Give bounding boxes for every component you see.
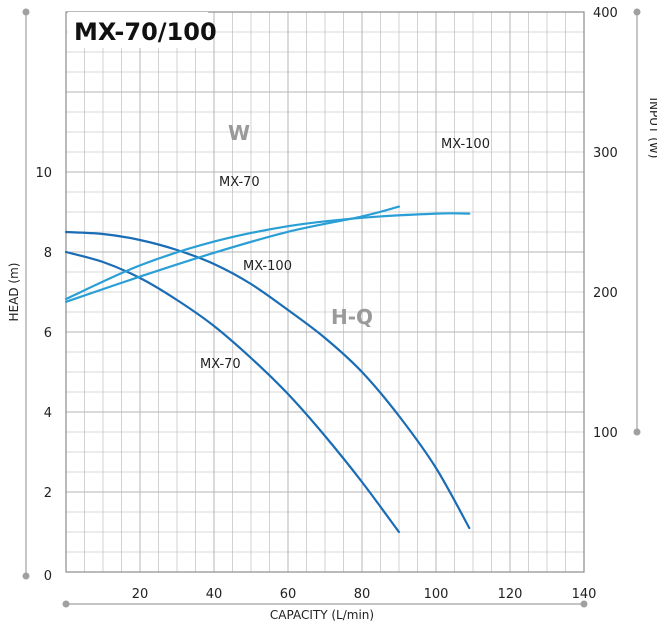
y-axis-title: HEAD (m) bbox=[7, 263, 21, 322]
x-axis-end-dot bbox=[62, 600, 70, 608]
x-tick-label: 20 bbox=[132, 587, 149, 602]
x-tick-label: 80 bbox=[354, 587, 371, 602]
power-mx-70-label: MX-70 bbox=[219, 175, 260, 190]
x-tick-label: 120 bbox=[498, 587, 523, 602]
plot-frame bbox=[65, 11, 585, 573]
x-tick-label: 40 bbox=[206, 587, 223, 602]
x-tick-label: 60 bbox=[280, 587, 297, 602]
y-tick-label: 4 bbox=[44, 406, 52, 421]
x-axis-end-dot bbox=[580, 600, 588, 608]
tick-labels: 20 40 60 80 100 120 140 0 2 4 6 8 10 100 200 300 400 bbox=[35, 6, 617, 602]
x-axis-title: CAPACITY (L/min) bbox=[270, 608, 374, 622]
power-mx-70-curve bbox=[64, 205, 401, 303]
power-mx-100-label: MX-100 bbox=[441, 137, 490, 152]
curve-labels: MX-100 MX-70 MX-100 MX-70 W H-Q bbox=[200, 121, 490, 372]
y2-axis-title: INPUT (W) bbox=[647, 98, 657, 159]
power-mx-100-curve bbox=[64, 212, 471, 301]
minor-grid bbox=[66, 12, 584, 572]
x-tick-label: 100 bbox=[424, 587, 449, 602]
y2-axis-end-dot bbox=[633, 8, 641, 16]
title-box bbox=[68, 12, 208, 48]
y-tick-label: 0 bbox=[44, 569, 52, 584]
y2-tick-label: 400 bbox=[593, 6, 618, 21]
y2-axis-end-dot bbox=[633, 428, 641, 436]
axis-lines bbox=[22, 8, 641, 608]
curves-layer bbox=[64, 205, 471, 534]
chart-title: MX-70/100 bbox=[74, 18, 217, 46]
head-group-label: H-Q bbox=[331, 305, 373, 329]
head-mx-70-curve bbox=[64, 250, 401, 534]
y2-tick-label: 200 bbox=[593, 286, 618, 301]
y-axis-end-dot bbox=[22, 8, 30, 16]
y2-tick-label: 300 bbox=[593, 146, 618, 161]
head-mx-100-curve bbox=[64, 230, 471, 530]
head-mx-70-label: MX-70 bbox=[200, 357, 241, 372]
y-tick-label: 6 bbox=[44, 326, 52, 341]
y-tick-label: 8 bbox=[44, 246, 52, 261]
y2-tick-label: 100 bbox=[593, 426, 618, 441]
y-tick-label: 10 bbox=[35, 166, 52, 181]
y-tick-label: 2 bbox=[44, 486, 52, 501]
x-tick-label: 140 bbox=[572, 587, 597, 602]
major-grid bbox=[66, 12, 584, 572]
y-axis-end-dot bbox=[22, 572, 30, 580]
power-group-label: W bbox=[228, 121, 250, 145]
head-mx-100-label: MX-100 bbox=[243, 259, 292, 274]
